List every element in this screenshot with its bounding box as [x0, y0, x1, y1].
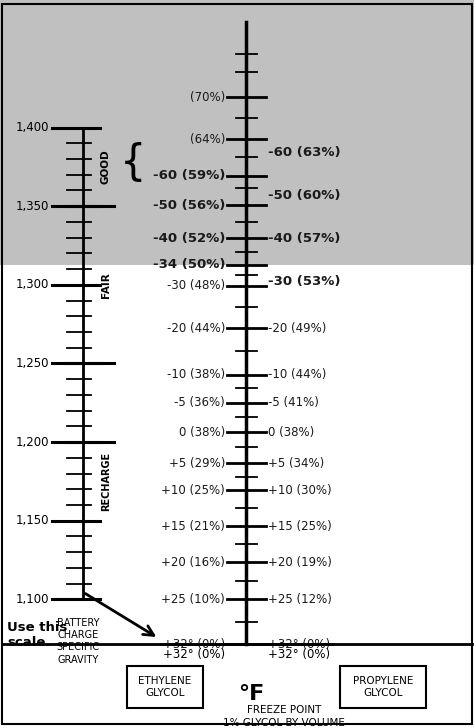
FancyBboxPatch shape [127, 666, 203, 708]
Text: (64%): (64%) [190, 132, 225, 146]
Text: 1,150: 1,150 [15, 514, 49, 527]
Text: BATTERY
CHARGE
SPECIFIC
GRAVITY: BATTERY CHARGE SPECIFIC GRAVITY [57, 617, 100, 665]
FancyBboxPatch shape [340, 666, 426, 708]
Text: ETHYLENE
GLYCOL: ETHYLENE GLYCOL [138, 676, 191, 698]
Text: -20 (49%): -20 (49%) [268, 322, 326, 335]
Text: -40 (52%): -40 (52%) [153, 232, 225, 245]
Text: +32° (0%): +32° (0%) [163, 638, 225, 651]
Text: FREEZE POINT
1% GLYCOL BY VOLUME: FREEZE POINT 1% GLYCOL BY VOLUME [223, 705, 346, 728]
Text: +10 (30%): +10 (30%) [268, 484, 331, 497]
Text: °F: °F [238, 684, 264, 704]
Text: +15 (21%): +15 (21%) [161, 520, 225, 533]
Text: RECHARGE: RECHARGE [100, 452, 111, 511]
Text: -10 (44%): -10 (44%) [268, 368, 326, 381]
Text: {: { [119, 142, 146, 184]
Text: +5 (34%): +5 (34%) [268, 457, 324, 470]
Text: 1,250: 1,250 [15, 357, 49, 370]
Text: -20 (44%): -20 (44%) [167, 322, 225, 335]
Text: -50 (56%): -50 (56%) [153, 199, 225, 212]
Text: FAIR: FAIR [100, 272, 111, 298]
Text: -30 (53%): -30 (53%) [268, 275, 340, 288]
Text: +10 (25%): +10 (25%) [162, 484, 225, 497]
Text: +32° (0%): +32° (0%) [268, 648, 330, 661]
Text: -60 (63%): -60 (63%) [268, 146, 340, 159]
Text: -30 (48%): -30 (48%) [167, 279, 225, 292]
Text: -10 (38%): -10 (38%) [167, 368, 225, 381]
Text: +25 (12%): +25 (12%) [268, 593, 332, 606]
Text: 1,300: 1,300 [16, 278, 49, 291]
Text: -40 (57%): -40 (57%) [268, 232, 340, 245]
Text: Use this
scale.: Use this scale. [7, 621, 67, 649]
Text: 1,400: 1,400 [15, 121, 49, 134]
Text: PROPYLENE
GLYCOL: PROPYLENE GLYCOL [353, 676, 413, 698]
Text: +5 (29%): +5 (29%) [169, 457, 225, 470]
FancyBboxPatch shape [0, 0, 474, 265]
Text: -34 (50%): -34 (50%) [153, 258, 225, 272]
Text: 1,200: 1,200 [15, 435, 49, 448]
Text: -5 (36%): -5 (36%) [174, 396, 225, 409]
Text: 1,350: 1,350 [16, 199, 49, 213]
Text: +32° (0%): +32° (0%) [163, 648, 225, 661]
Text: -5 (41%): -5 (41%) [268, 396, 319, 409]
Text: +20 (19%): +20 (19%) [268, 556, 332, 569]
Text: 1,100: 1,100 [15, 593, 49, 606]
Text: +15 (25%): +15 (25%) [268, 520, 331, 533]
Text: +32° (0%): +32° (0%) [268, 638, 330, 651]
Text: (70%): (70%) [190, 91, 225, 104]
Text: -50 (60%): -50 (60%) [268, 189, 340, 202]
Text: 0 (38%): 0 (38%) [268, 426, 314, 438]
Text: +25 (10%): +25 (10%) [162, 593, 225, 606]
Text: +20 (16%): +20 (16%) [161, 556, 225, 569]
Text: -60 (59%): -60 (59%) [153, 169, 225, 182]
Text: 0 (38%): 0 (38%) [179, 426, 225, 438]
Text: GOOD: GOOD [100, 149, 111, 184]
